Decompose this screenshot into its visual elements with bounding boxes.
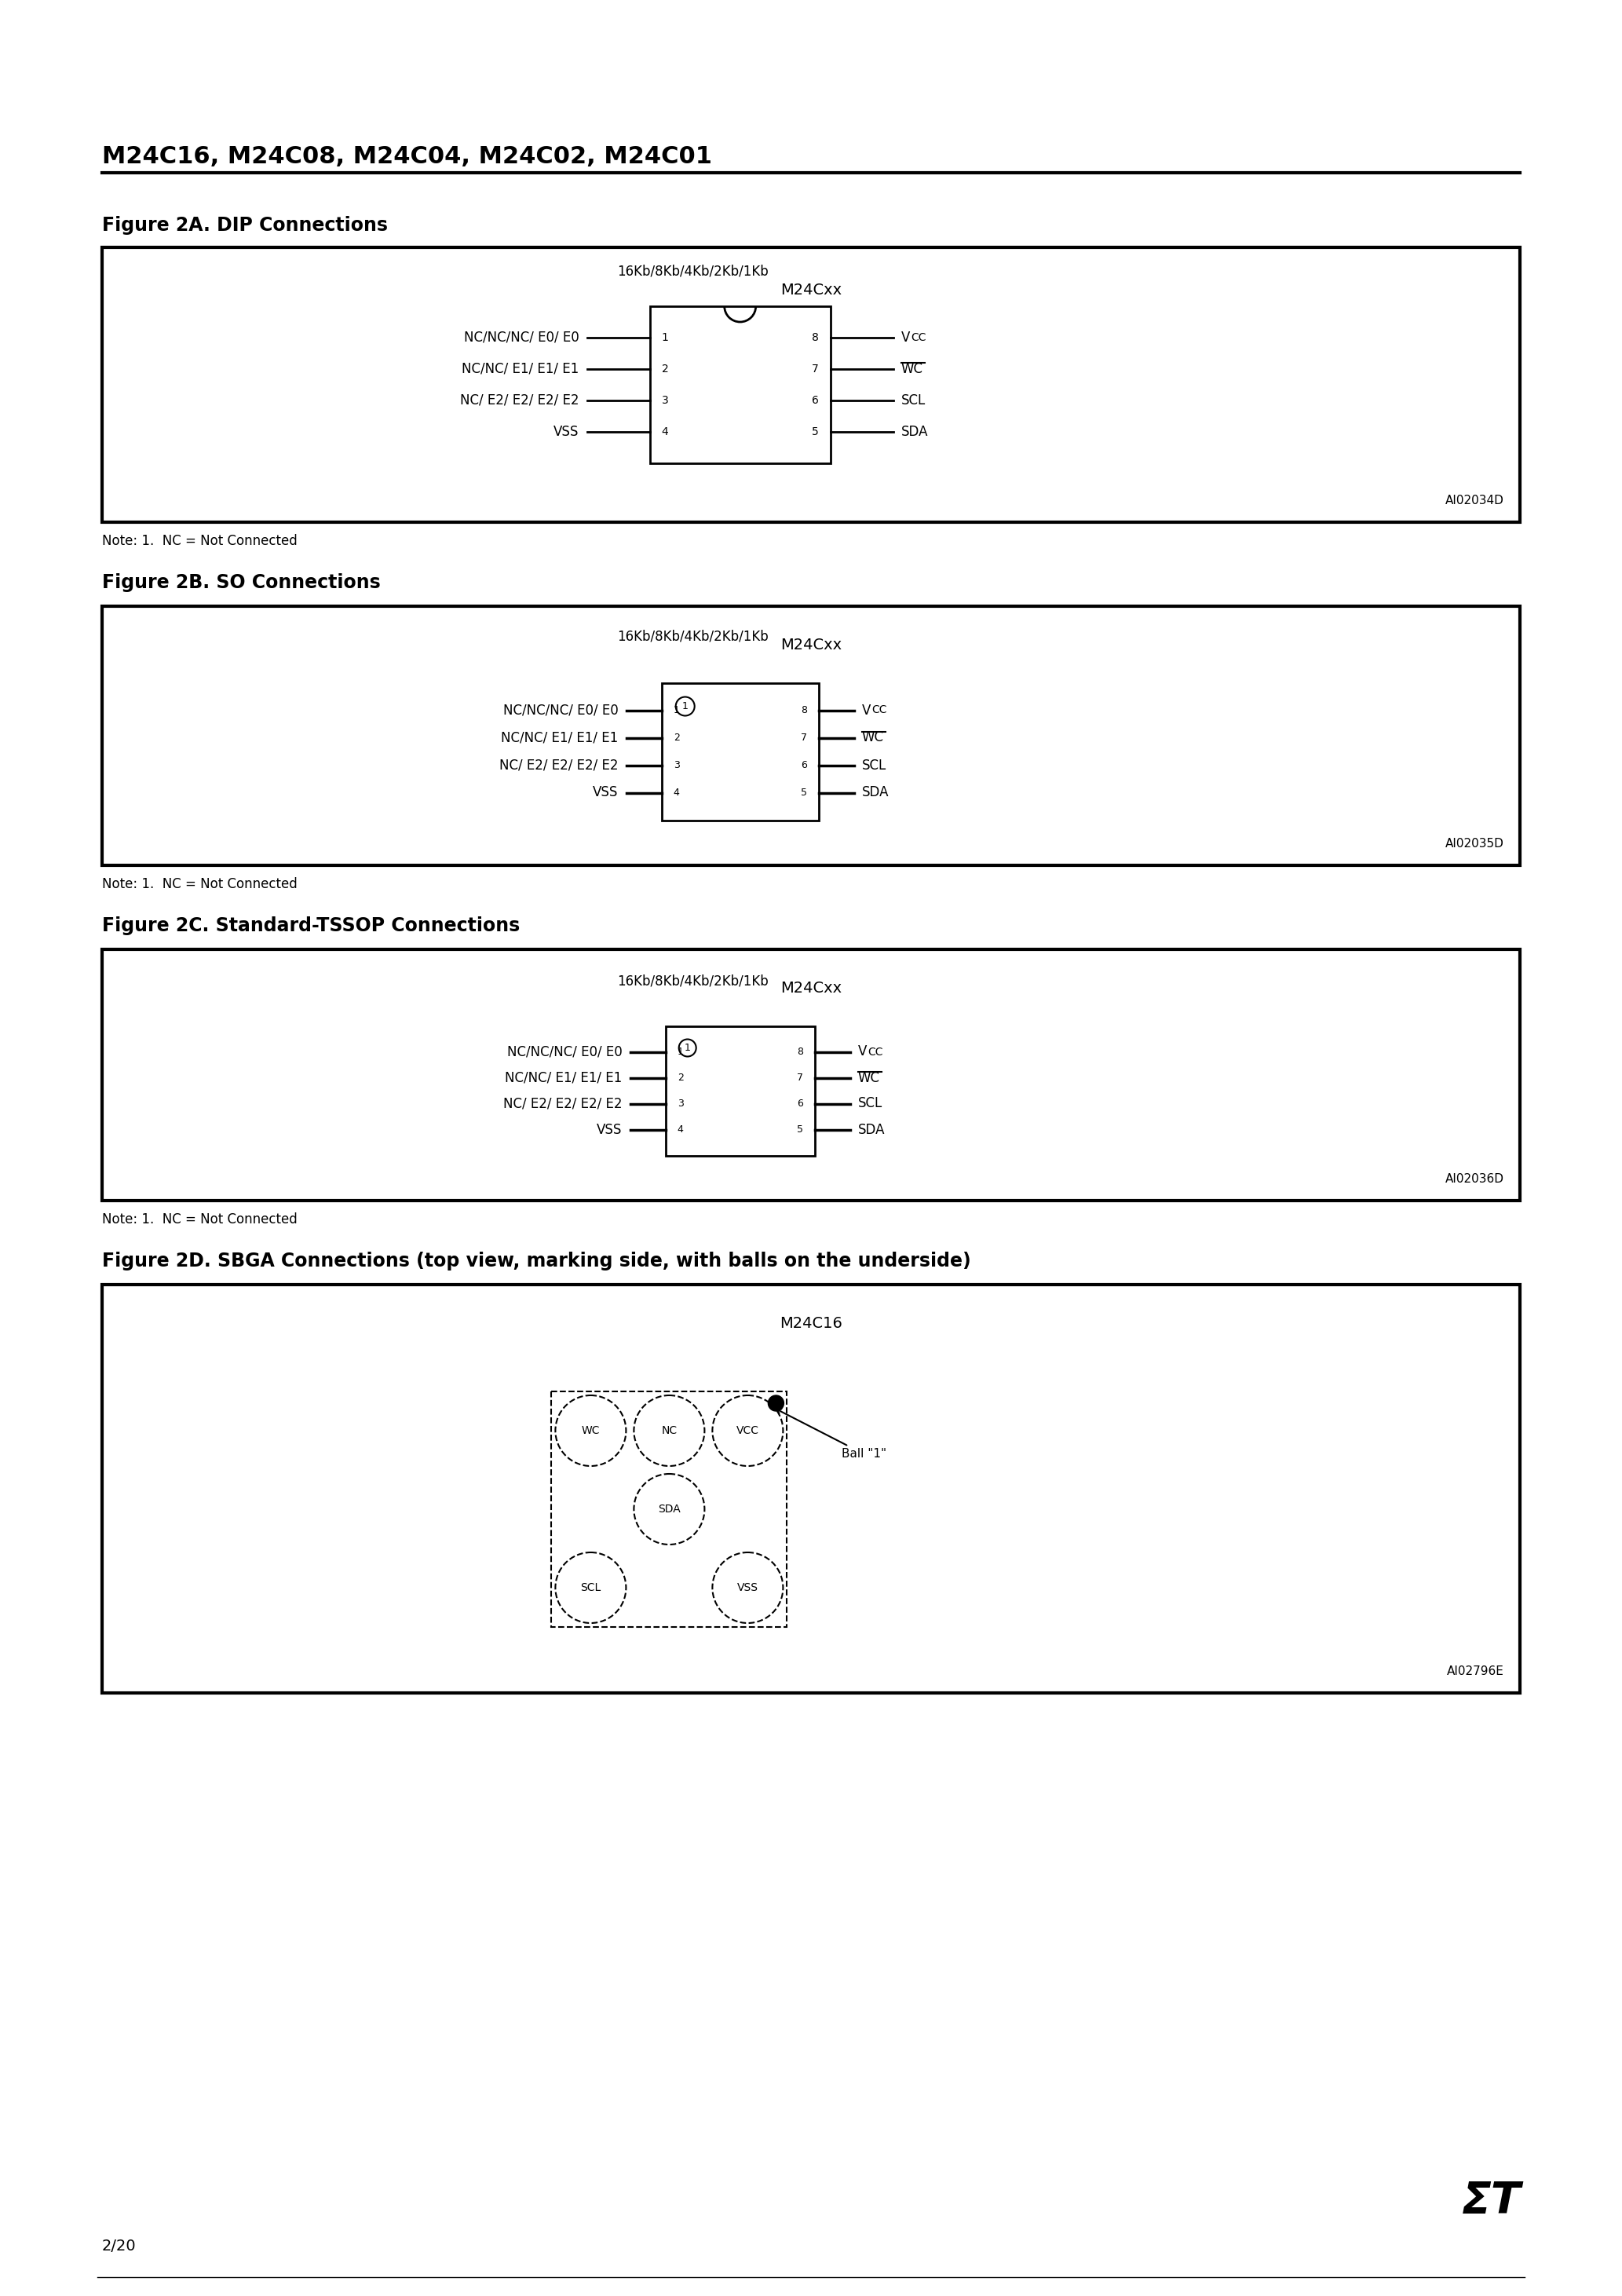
Text: Note: 1.  NC = Not Connected: Note: 1. NC = Not Connected [102,535,297,549]
Text: SDA: SDA [659,1504,681,1515]
Text: WC: WC [858,1070,879,1084]
Text: M24C16: M24C16 [780,1316,842,1332]
Text: NC/NC/NC/ E0/ E0: NC/NC/NC/ E0/ E0 [464,331,579,344]
Text: 8: 8 [801,705,806,716]
Text: NC/ E2/ E2/ E2/ E2: NC/ E2/ E2/ E2/ E2 [503,1097,623,1111]
Text: AI02035D: AI02035D [1445,838,1504,850]
Text: 16Kb/8Kb/4Kb/2Kb/1Kb: 16Kb/8Kb/4Kb/2Kb/1Kb [618,264,769,278]
Text: M24Cxx: M24Cxx [780,282,842,298]
Text: Figure 2A. DIP Connections: Figure 2A. DIP Connections [102,216,388,234]
Text: 6: 6 [811,395,819,406]
Bar [650,305,830,464]
Text: CC: CC [912,333,926,342]
Text: VSS: VSS [597,1123,623,1137]
Text: NC/NC/NC/ E0/ E0: NC/NC/NC/ E0/ E0 [503,703,618,716]
Text: VSS: VSS [594,785,618,799]
Text: NC: NC [662,1426,676,1437]
Text: NC/NC/ E1/ E1/ E1: NC/NC/ E1/ E1/ E1 [462,363,579,377]
Bar [102,948,1520,1201]
Text: 3: 3 [662,395,668,406]
Text: 8: 8 [796,1047,803,1056]
Text: AI02796E: AI02796E [1447,1665,1504,1678]
Text: 4: 4 [662,427,668,436]
Bar [102,248,1520,521]
Text: 6: 6 [801,760,806,769]
Text: 1: 1 [662,333,668,342]
Text: NC/ E2/ E2/ E2/ E2: NC/ E2/ E2/ E2/ E2 [461,393,579,406]
Text: SCL: SCL [858,1097,882,1111]
Text: 3: 3 [673,760,680,769]
Text: SCL: SCL [861,758,886,771]
Text: Figure 2C. Standard-TSSOP Connections: Figure 2C. Standard-TSSOP Connections [102,916,521,934]
Text: 2: 2 [662,363,668,374]
Circle shape [769,1396,783,1412]
Text: NC/NC/NC/ E0/ E0: NC/NC/NC/ E0/ E0 [508,1045,623,1058]
Text: 5: 5 [796,1125,803,1134]
Text: 7: 7 [801,732,806,744]
Text: 1: 1 [683,700,688,712]
Text: 1: 1 [678,1047,683,1056]
Text: 3: 3 [678,1097,683,1109]
Text: 8: 8 [811,333,819,342]
Bar [102,606,1520,866]
Text: V: V [902,331,910,344]
Text: SCL: SCL [902,393,926,406]
Text: Note: 1.  NC = Not Connected: Note: 1. NC = Not Connected [102,877,297,891]
Text: M24Cxx: M24Cxx [780,638,842,652]
Text: SDA: SDA [858,1123,886,1137]
Text: M24Cxx: M24Cxx [780,980,842,996]
Text: M24C16, M24C08, M24C04, M24C02, M24C01: M24C16, M24C08, M24C04, M24C02, M24C01 [102,145,712,168]
Text: 16Kb/8Kb/4Kb/2Kb/1Kb: 16Kb/8Kb/4Kb/2Kb/1Kb [618,629,769,643]
Text: Note: 1.  NC = Not Connected: Note: 1. NC = Not Connected [102,1212,297,1226]
Text: WC: WC [902,363,923,377]
Text: SDA: SDA [902,425,928,439]
Text: WC: WC [581,1426,600,1437]
Text: SCL: SCL [581,1582,602,1593]
Text: 5: 5 [811,427,819,436]
Text: 2/20: 2/20 [102,2239,136,2255]
Text: Ball "1": Ball "1" [775,1410,887,1460]
Text: Figure 2B. SO Connections: Figure 2B. SO Connections [102,574,381,592]
Text: 7: 7 [796,1072,803,1084]
Text: 2: 2 [678,1072,683,1084]
Text: NC/ E2/ E2/ E2/ E2: NC/ E2/ E2/ E2/ E2 [500,758,618,771]
Text: NC/NC/ E1/ E1/ E1: NC/NC/ E1/ E1/ E1 [504,1070,623,1084]
Text: ΣT: ΣT [1461,2179,1521,2223]
Text: VSS: VSS [736,1582,759,1593]
Text: 6: 6 [796,1097,803,1109]
Text: WC: WC [861,730,884,744]
Text: AI02036D: AI02036D [1445,1173,1504,1185]
Bar [665,1026,814,1155]
Text: NC/NC/ E1/ E1/ E1: NC/NC/ E1/ E1/ E1 [501,730,618,744]
Bar [102,1286,1520,1692]
Bar [551,1391,787,1628]
Text: CC: CC [873,705,887,716]
Text: V: V [861,703,871,716]
Text: 4: 4 [673,788,680,797]
Text: 16Kb/8Kb/4Kb/2Kb/1Kb: 16Kb/8Kb/4Kb/2Kb/1Kb [618,974,769,987]
Text: VSS: VSS [553,425,579,439]
Text: 4: 4 [678,1125,683,1134]
Text: 1: 1 [673,705,680,716]
Text: V: V [858,1045,866,1058]
Text: AI02034D: AI02034D [1445,494,1504,507]
Text: 1: 1 [684,1042,691,1054]
Text: SDA: SDA [861,785,889,799]
Bar [662,682,819,820]
Text: VCC: VCC [736,1426,759,1437]
Text: Figure 2D. SBGA Connections (top view, marking side, with balls on the underside: Figure 2D. SBGA Connections (top view, m… [102,1251,972,1270]
Text: 7: 7 [811,363,819,374]
Text: 2: 2 [673,732,680,744]
Text: CC: CC [868,1047,884,1056]
Text: 5: 5 [801,788,806,797]
